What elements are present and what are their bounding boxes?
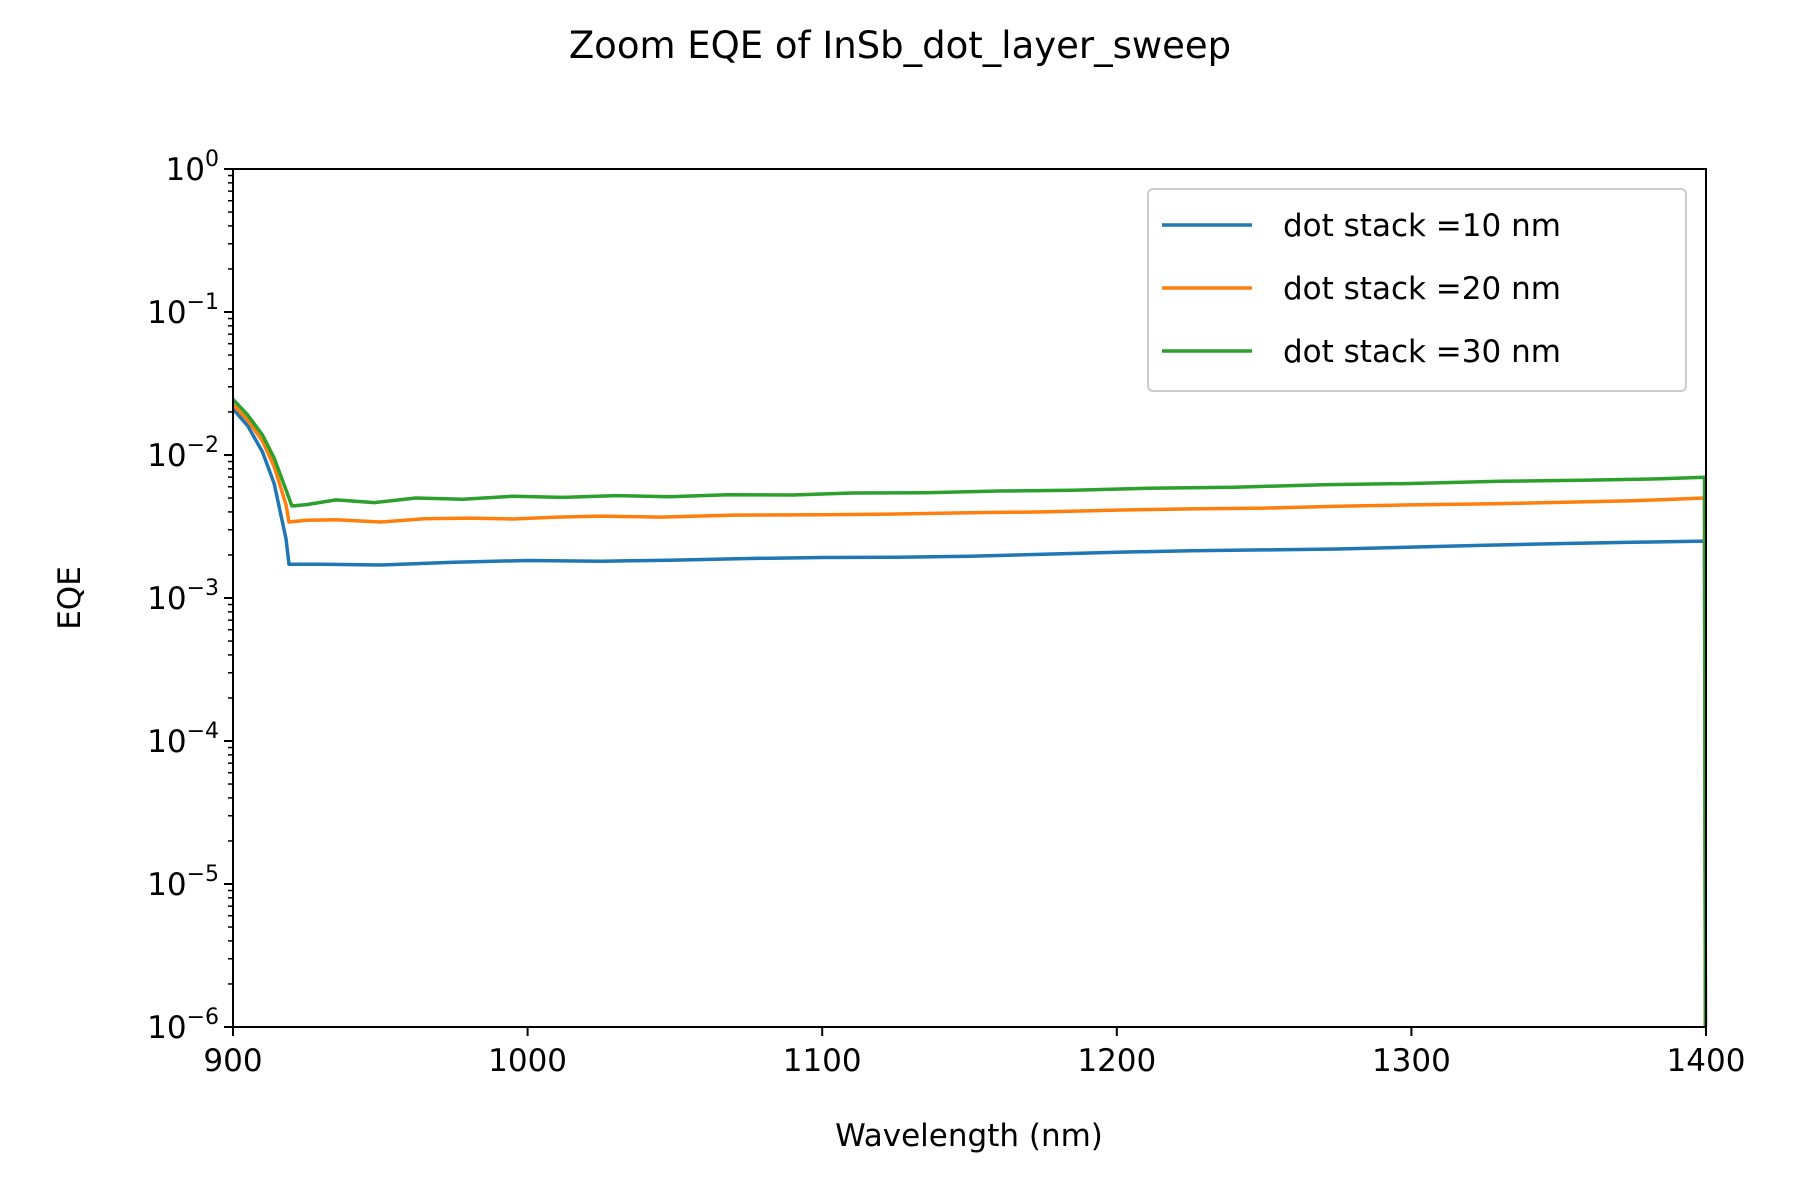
y-axis-label: EQE [52, 566, 88, 630]
y-tick-base: 10 [166, 152, 205, 188]
y-tick-exponent: −2 [187, 433, 219, 458]
y-tick-label: 10−2 [147, 433, 219, 474]
x-axis-label: Wavelength (nm) [835, 1118, 1103, 1154]
y-tick-exponent: −1 [187, 290, 219, 315]
x-tick-label: 1100 [783, 1043, 862, 1079]
y-axis: 10−610−510−410−310−210−1100 [147, 147, 233, 1046]
y-tick-exponent: −6 [187, 1005, 219, 1030]
series-line-3 [231, 398, 1708, 1028]
x-tick-label: 1000 [488, 1043, 567, 1079]
y-tick-exponent: 0 [205, 147, 219, 172]
y-tick-base: 10 [147, 867, 186, 903]
y-tick-exponent: −3 [187, 576, 219, 601]
legend-label-3: dot stack =30 nm [1283, 334, 1561, 370]
y-tick-base: 10 [147, 295, 186, 331]
x-axis: 900 1000 1100 1200 1300 1400 [203, 1027, 1745, 1079]
y-tick-base: 10 [147, 1010, 186, 1046]
plot-series-group [231, 398, 1708, 1028]
legend-label-2: dot stack =20 nm [1283, 271, 1561, 307]
x-tick-label: 1200 [1077, 1043, 1156, 1079]
series-line-1 [231, 407, 1708, 1028]
y-tick-base: 10 [147, 724, 186, 760]
x-tick-label: 1300 [1372, 1043, 1451, 1079]
chart-title: Zoom EQE of InSb_dot_layer_sweep [569, 24, 1231, 67]
series-line-2 [231, 403, 1708, 1028]
legend-box [1147, 188, 1687, 392]
legend: dot stack =10 nm dot stack =20 nm dot stac… [1147, 188, 1687, 392]
legend-label-1: dot stack =10 nm [1283, 208, 1561, 244]
y-tick-exponent: −5 [187, 862, 219, 887]
y-tick-base: 10 [147, 581, 186, 617]
y-tick-label: 10−6 [147, 1005, 219, 1046]
y-tick-label: 10−4 [147, 719, 219, 760]
x-tick-label: 900 [203, 1043, 262, 1079]
x-tick-label: 1400 [1667, 1043, 1746, 1079]
y-tick-label: 10−5 [147, 862, 219, 903]
y-tick-label: 10−1 [147, 290, 219, 331]
y-tick-label: 100 [166, 147, 219, 188]
y-tick-base: 10 [147, 438, 186, 474]
y-tick-exponent: −4 [187, 719, 219, 744]
y-tick-label: 10−3 [147, 576, 219, 617]
